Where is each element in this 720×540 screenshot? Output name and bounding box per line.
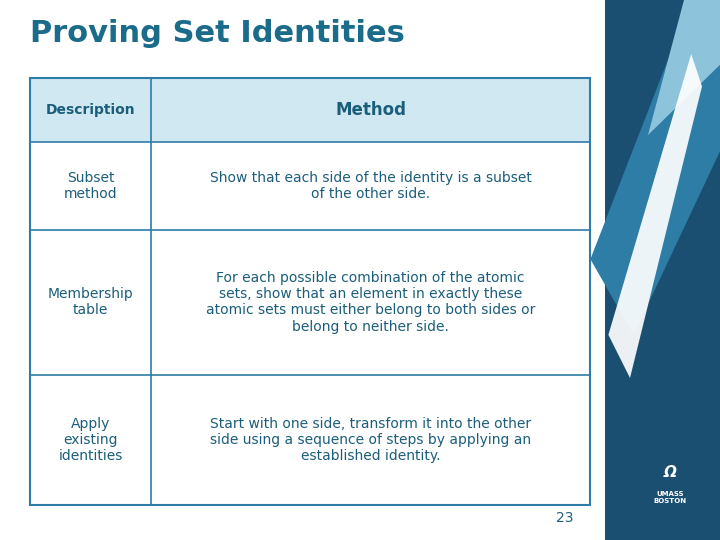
Text: Proving Set Identities: Proving Set Identities (30, 19, 405, 48)
Text: UMASS
BOSTON: UMASS BOSTON (654, 491, 687, 504)
Polygon shape (608, 54, 702, 378)
Text: Show that each side of the identity is a subset
of the other side.: Show that each side of the identity is a… (210, 171, 531, 201)
Polygon shape (605, 0, 720, 540)
Text: Ω: Ω (664, 465, 677, 480)
Bar (30, 78, 590, 142)
Text: Apply
existing
identities: Apply existing identities (58, 416, 122, 463)
Polygon shape (648, 0, 720, 135)
Text: Subset
method: Subset method (63, 171, 117, 201)
Bar (30, 78, 590, 505)
Text: Start with one side, transform it into the other
side using a sequence of steps : Start with one side, transform it into t… (210, 416, 531, 463)
Text: Method: Method (335, 102, 406, 119)
Text: Description: Description (45, 103, 135, 117)
Polygon shape (590, 0, 720, 335)
Text: Membership
table: Membership table (48, 287, 133, 318)
Text: For each possible combination of the atomic
sets, show that an element in exactl: For each possible combination of the ato… (206, 271, 535, 334)
Bar (626, 448, 714, 526)
Text: 23: 23 (557, 511, 574, 525)
